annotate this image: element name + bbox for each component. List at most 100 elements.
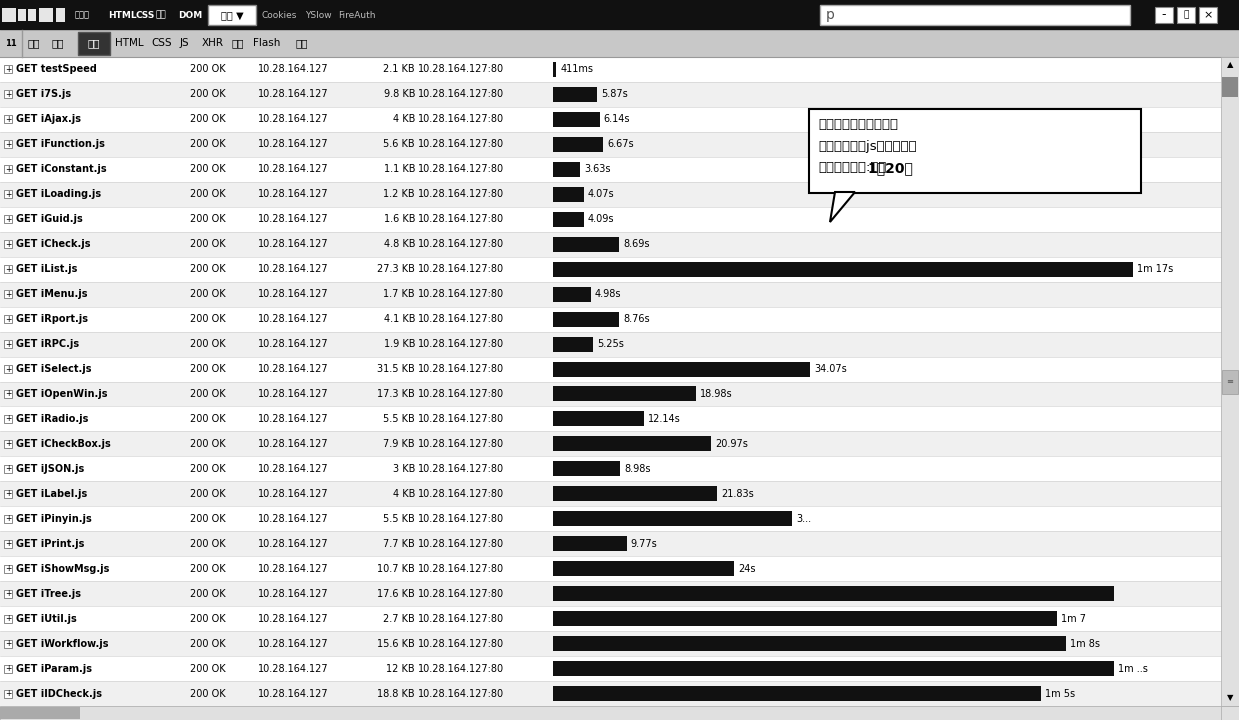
Text: 10.28.164.127: 10.28.164.127: [258, 114, 328, 125]
Text: 1m 17s: 1m 17s: [1136, 264, 1173, 274]
Bar: [553, 287, 591, 302]
Text: 10.28.164.127: 10.28.164.127: [258, 539, 328, 549]
Text: 10.28.164.127: 10.28.164.127: [258, 65, 328, 74]
Text: 10.28.164.127:80: 10.28.164.127:80: [418, 464, 504, 474]
Text: +: +: [5, 265, 11, 274]
Text: 10.28.164.127: 10.28.164.127: [258, 289, 328, 299]
Bar: [4, 240, 12, 248]
Bar: [4, 690, 12, 698]
Text: +: +: [5, 439, 11, 449]
Text: 5.6 KB: 5.6 KB: [383, 140, 415, 149]
Bar: [553, 112, 600, 127]
Text: +: +: [5, 140, 11, 149]
Text: +: +: [5, 564, 11, 573]
Text: 10.28.164.127: 10.28.164.127: [258, 514, 328, 523]
Bar: [56, 8, 64, 22]
Text: 200 OK: 200 OK: [190, 439, 225, 449]
Text: +: +: [5, 190, 11, 199]
Text: +: +: [5, 90, 11, 99]
Text: 10.28.164.127:80: 10.28.164.127:80: [418, 688, 504, 698]
Text: 回: 回: [1183, 11, 1188, 19]
Bar: [553, 511, 793, 526]
Text: 10.28.164.127: 10.28.164.127: [258, 339, 328, 349]
Text: 10.28.164.127: 10.28.164.127: [258, 189, 328, 199]
Bar: [4, 490, 12, 498]
Text: DOM: DOM: [178, 11, 202, 19]
Bar: [0, 82, 1220, 107]
Text: 8.69s: 8.69s: [623, 239, 649, 249]
Text: 17.3 KB: 17.3 KB: [377, 389, 415, 399]
Bar: [553, 636, 1067, 651]
Text: 10.28.164.127: 10.28.164.127: [258, 664, 328, 673]
Text: 200 OK: 200 OK: [190, 89, 225, 99]
Bar: [38, 8, 53, 22]
Text: 10.28.164.127: 10.28.164.127: [258, 314, 328, 324]
Text: 200 OK: 200 OK: [190, 664, 225, 673]
Bar: [0, 257, 1220, 282]
Text: GET iRPC.js: GET iRPC.js: [16, 339, 79, 349]
Text: 10.28.164.127:80: 10.28.164.127:80: [418, 664, 504, 673]
Text: XHR: XHR: [202, 38, 224, 48]
Text: 18.98s: 18.98s: [700, 389, 732, 399]
Text: 7.7 KB: 7.7 KB: [383, 539, 415, 549]
Text: 10.28.164.127:80: 10.28.164.127:80: [418, 114, 504, 125]
Text: 200 OK: 200 OK: [190, 613, 225, 624]
Bar: [4, 515, 12, 523]
Text: GET iOpenWin.js: GET iOpenWin.js: [16, 389, 108, 399]
Text: 图片: 图片: [230, 38, 244, 48]
Text: 10.28.164.127:80: 10.28.164.127:80: [418, 89, 504, 99]
Text: 4 KB: 4 KB: [393, 489, 415, 499]
Text: ▼: ▼: [1227, 693, 1233, 703]
Text: CSS: CSS: [135, 11, 155, 19]
Text: 6.14s: 6.14s: [603, 114, 631, 125]
Text: 31.5 KB: 31.5 KB: [377, 364, 415, 374]
Text: 10.28.164.127: 10.28.164.127: [258, 489, 328, 499]
Bar: [4, 340, 12, 348]
Text: GET iPrint.js: GET iPrint.js: [16, 539, 84, 549]
Text: HTML: HTML: [115, 38, 144, 48]
Text: 200 OK: 200 OK: [190, 389, 225, 399]
Text: 4.8 KB: 4.8 KB: [384, 239, 415, 249]
Text: 9.77s: 9.77s: [631, 539, 658, 549]
Text: 7.9 KB: 7.9 KB: [383, 439, 415, 449]
Text: 10.28.164.127: 10.28.164.127: [258, 414, 328, 424]
Bar: [0, 581, 1220, 606]
Text: +: +: [5, 639, 11, 648]
Text: 1.6 KB: 1.6 KB: [384, 215, 415, 224]
Text: 5.5 KB: 5.5 KB: [383, 414, 415, 424]
Text: 10.28.164.127:80: 10.28.164.127:80: [418, 589, 504, 598]
Bar: [0, 681, 1220, 706]
Bar: [4, 290, 12, 298]
Text: 10.28.164.127:80: 10.28.164.127:80: [418, 489, 504, 499]
Bar: [553, 336, 592, 351]
Text: 保持: 保持: [52, 38, 64, 48]
Text: 200 OK: 200 OK: [190, 414, 225, 424]
Text: GET iPinyin.js: GET iPinyin.js: [16, 514, 92, 523]
Bar: [553, 536, 627, 552]
Text: 200 OK: 200 OK: [190, 189, 225, 199]
Bar: [553, 186, 584, 202]
Bar: [553, 686, 1041, 701]
Bar: [0, 482, 1220, 506]
Text: 1m 8s: 1m 8s: [1070, 639, 1100, 649]
Text: 10.28.164.127:80: 10.28.164.127:80: [418, 215, 504, 224]
Text: +: +: [5, 215, 11, 224]
Bar: [4, 540, 12, 548]
Text: GET testSpeed: GET testSpeed: [16, 65, 97, 74]
Text: 10.28.164.127: 10.28.164.127: [258, 564, 328, 574]
Text: YSlow: YSlow: [305, 11, 332, 19]
Text: 10.28.164.127: 10.28.164.127: [258, 439, 328, 449]
Text: 10.7 KB: 10.7 KB: [377, 564, 415, 574]
Bar: [4, 415, 12, 423]
Text: 4.98s: 4.98s: [595, 289, 621, 299]
Text: 200 OK: 200 OK: [190, 364, 225, 374]
Text: GET iRadio.js: GET iRadio.js: [16, 414, 88, 424]
Bar: [553, 62, 556, 77]
Text: +: +: [5, 514, 11, 523]
Text: +: +: [5, 415, 11, 423]
Text: 24s: 24s: [737, 564, 756, 574]
Text: GET iAjax.js: GET iAjax.js: [16, 114, 81, 125]
Text: 15.6 KB: 15.6 KB: [377, 639, 415, 649]
Bar: [1155, 7, 1173, 23]
Bar: [4, 66, 12, 73]
